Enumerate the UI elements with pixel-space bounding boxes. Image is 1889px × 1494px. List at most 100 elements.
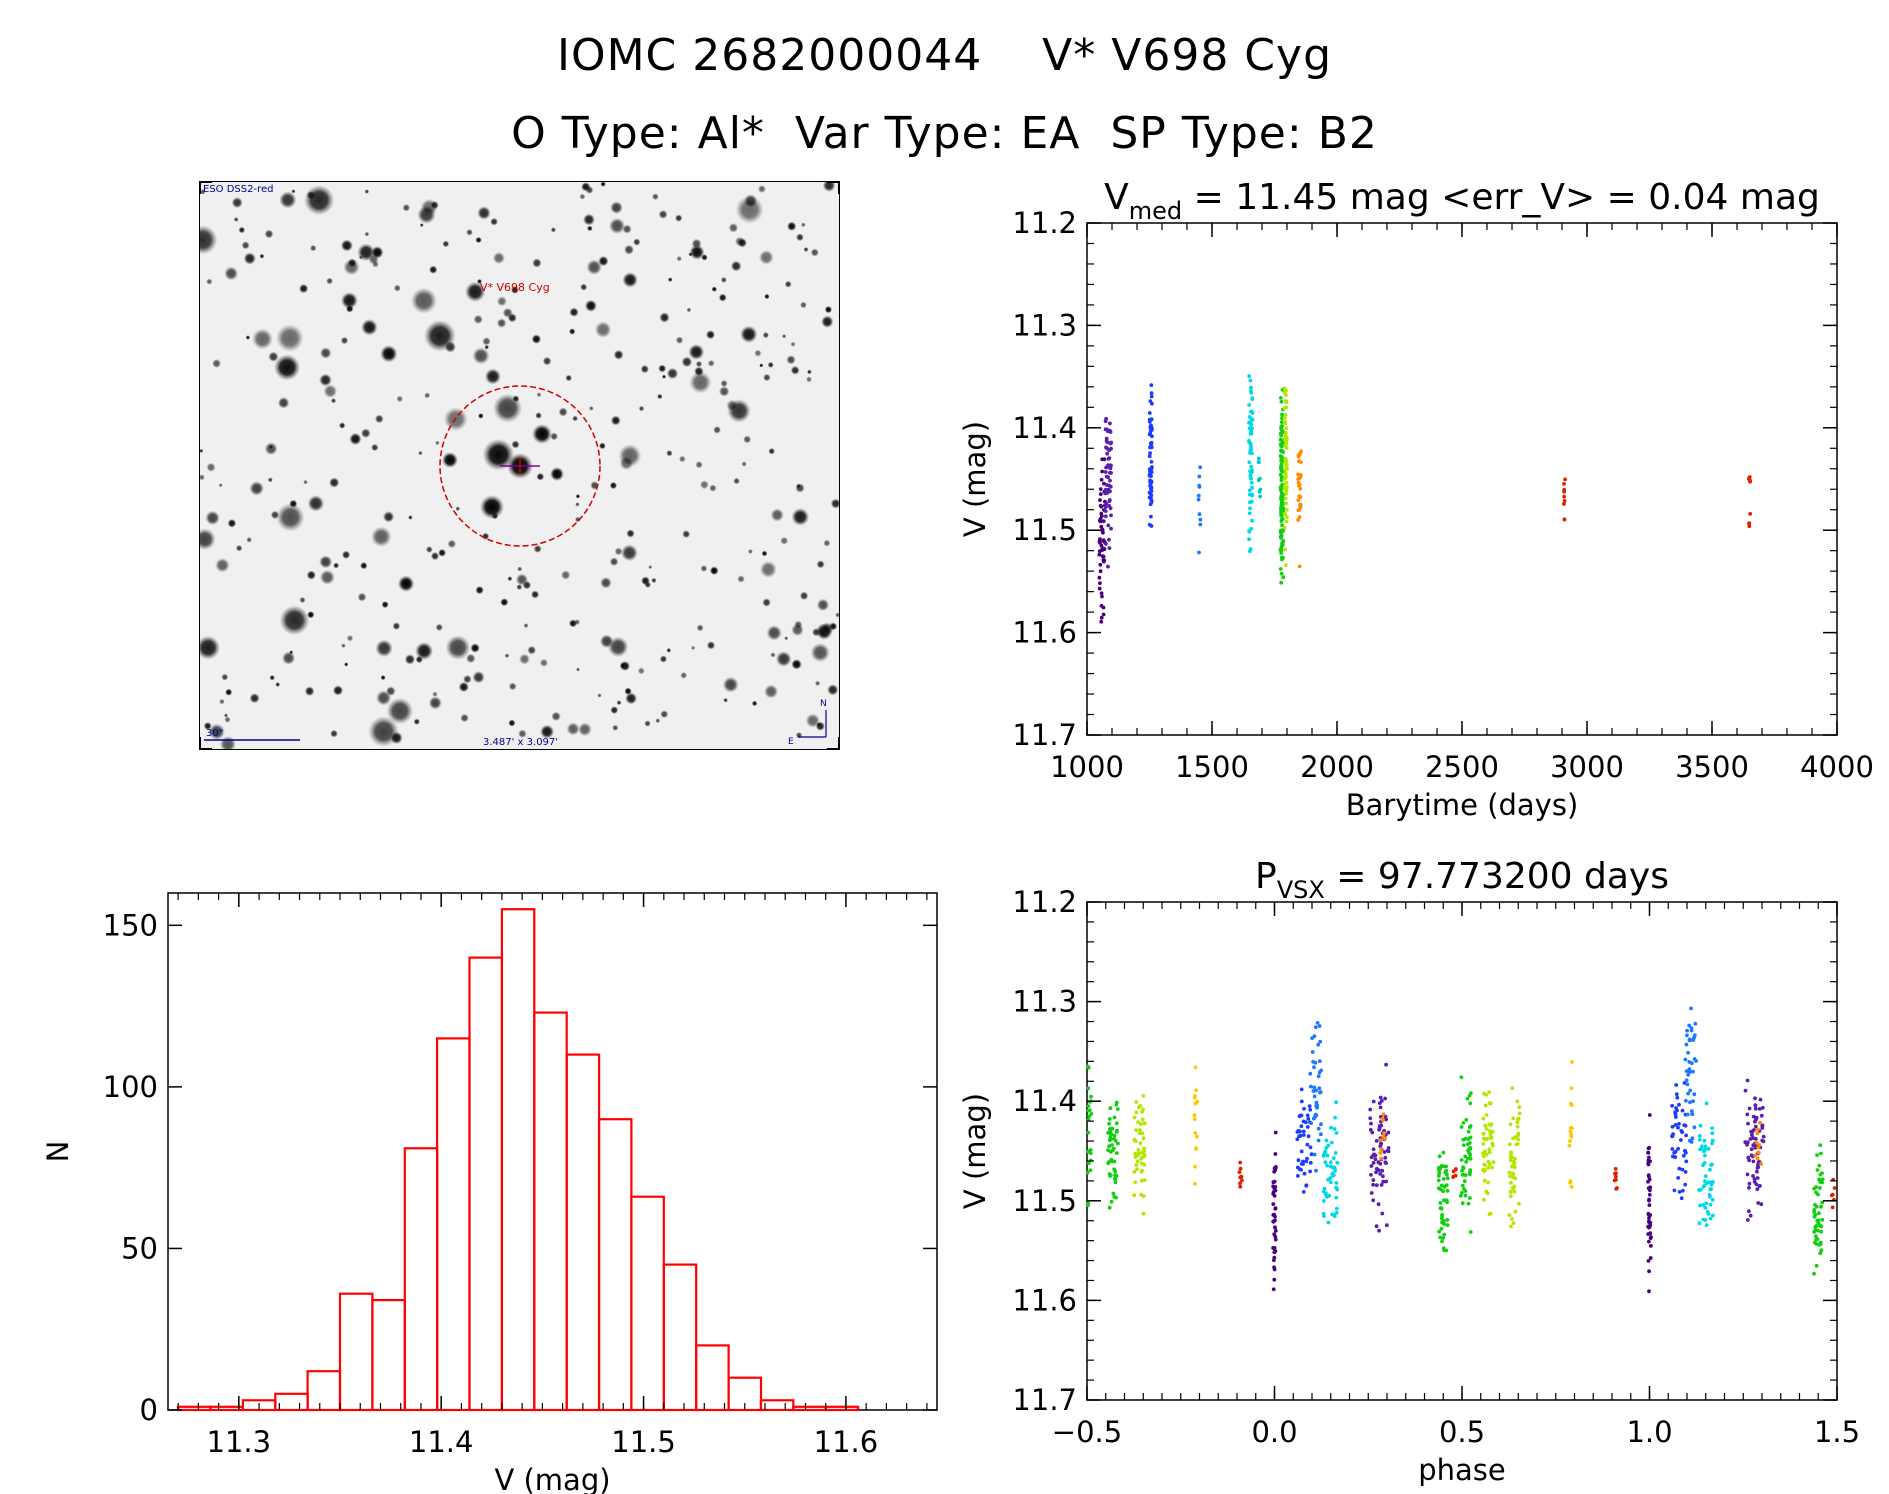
phased-point	[1647, 1269, 1651, 1274]
star	[814, 680, 821, 686]
phased-point	[1747, 1181, 1752, 1186]
phased-point	[1302, 1106, 1306, 1111]
phased-point	[1461, 1165, 1465, 1170]
star	[291, 189, 296, 194]
phased-point	[1711, 1213, 1715, 1218]
star	[227, 518, 237, 528]
star	[762, 598, 771, 607]
lightcurve-point	[1280, 523, 1284, 527]
phased-point	[1086, 1161, 1091, 1165]
phased-point	[1444, 1168, 1449, 1173]
star	[319, 347, 332, 359]
star	[610, 706, 619, 715]
phased-point	[1687, 1023, 1692, 1028]
phased-point	[1334, 1131, 1339, 1135]
phased-point	[1817, 1211, 1821, 1216]
phased-point	[1685, 1112, 1690, 1117]
phased-point	[1318, 1039, 1323, 1044]
phased-point	[1383, 1096, 1387, 1101]
lightcurve-point	[1198, 465, 1203, 470]
star	[304, 185, 335, 216]
star	[504, 653, 510, 658]
phased-point	[1312, 1065, 1316, 1070]
target-circle	[439, 385, 601, 547]
phased-point	[1679, 1196, 1684, 1201]
phased-ytick-label: 11.7	[1012, 1383, 1077, 1417]
lightcurve-point	[1103, 470, 1108, 474]
star	[691, 238, 702, 249]
phased-point	[1373, 1153, 1378, 1158]
phased-point	[1138, 1128, 1142, 1132]
star	[820, 622, 834, 636]
phased-point	[1482, 1091, 1486, 1096]
star	[676, 256, 682, 262]
phased-point	[1509, 1151, 1513, 1156]
lightcurve-point	[1747, 521, 1752, 526]
phased-point	[1819, 1204, 1823, 1209]
phased-point	[1687, 1037, 1692, 1042]
phased-point	[1193, 1131, 1198, 1135]
star	[507, 313, 517, 323]
phased-ylabel: V (mag)	[958, 1093, 992, 1209]
lightcurve-point	[1149, 500, 1154, 505]
star	[709, 566, 719, 576]
phased-point	[1271, 1184, 1275, 1189]
phased-point	[1373, 1157, 1378, 1162]
phased-point	[1508, 1174, 1512, 1179]
phased-point	[1114, 1100, 1119, 1105]
phased-point	[1746, 1218, 1750, 1222]
lightcurve-point	[1285, 507, 1289, 512]
star	[764, 684, 779, 699]
lightcurve-point	[1098, 519, 1103, 524]
phased-point	[1136, 1120, 1140, 1125]
phased-point	[1747, 1106, 1752, 1111]
lightcurve-point	[1249, 444, 1253, 449]
star	[613, 349, 624, 360]
lightcurve-point	[1279, 580, 1284, 585]
phased-point	[1376, 1202, 1381, 1207]
star	[695, 360, 703, 368]
phased-point	[1381, 1179, 1386, 1184]
star	[519, 653, 530, 665]
phased-point	[1515, 1099, 1520, 1104]
phased-point	[1676, 1146, 1680, 1151]
phased-point	[1271, 1180, 1276, 1184]
phased-point	[1303, 1120, 1308, 1125]
star	[277, 397, 290, 409]
star	[473, 314, 483, 325]
star	[323, 384, 338, 399]
lightcurve-point	[1196, 497, 1201, 502]
star	[726, 399, 738, 412]
survey-label: ESO DSS2-red	[203, 184, 273, 195]
phased-point	[1647, 1203, 1652, 1207]
phased-point	[1812, 1214, 1817, 1219]
star	[680, 672, 688, 679]
phased-point	[1684, 1078, 1689, 1083]
phased-point	[1334, 1195, 1339, 1200]
lightcurve-point	[1197, 550, 1201, 555]
lightcurve-point	[1250, 396, 1255, 400]
lightcurve-point	[1279, 571, 1284, 576]
phased-ytick-label: 11.3	[1012, 985, 1077, 1019]
lightcurve-point	[1278, 396, 1283, 400]
lightcurve-point	[1107, 546, 1112, 550]
lightcurve-point	[1250, 418, 1255, 422]
star	[480, 495, 504, 519]
lightcurve-point	[1562, 487, 1567, 492]
histogram-bar	[338, 1292, 374, 1412]
phased-point	[1384, 1117, 1389, 1122]
lightcurve-point	[1278, 528, 1283, 533]
lightcurve-point	[1109, 513, 1113, 518]
phased-point	[1689, 1026, 1694, 1030]
phased-point	[1302, 1171, 1307, 1176]
star	[380, 345, 398, 363]
lightcurve-point	[1297, 515, 1302, 519]
phased-axes-frame	[1086, 901, 1838, 1401]
phased-point	[1193, 1101, 1198, 1106]
phased-point	[1438, 1235, 1443, 1240]
phased-point	[1113, 1173, 1117, 1178]
lightcurve-point	[1097, 586, 1102, 591]
phased-point	[1814, 1190, 1818, 1195]
lightcurve-point	[1284, 426, 1289, 431]
star	[754, 349, 762, 357]
